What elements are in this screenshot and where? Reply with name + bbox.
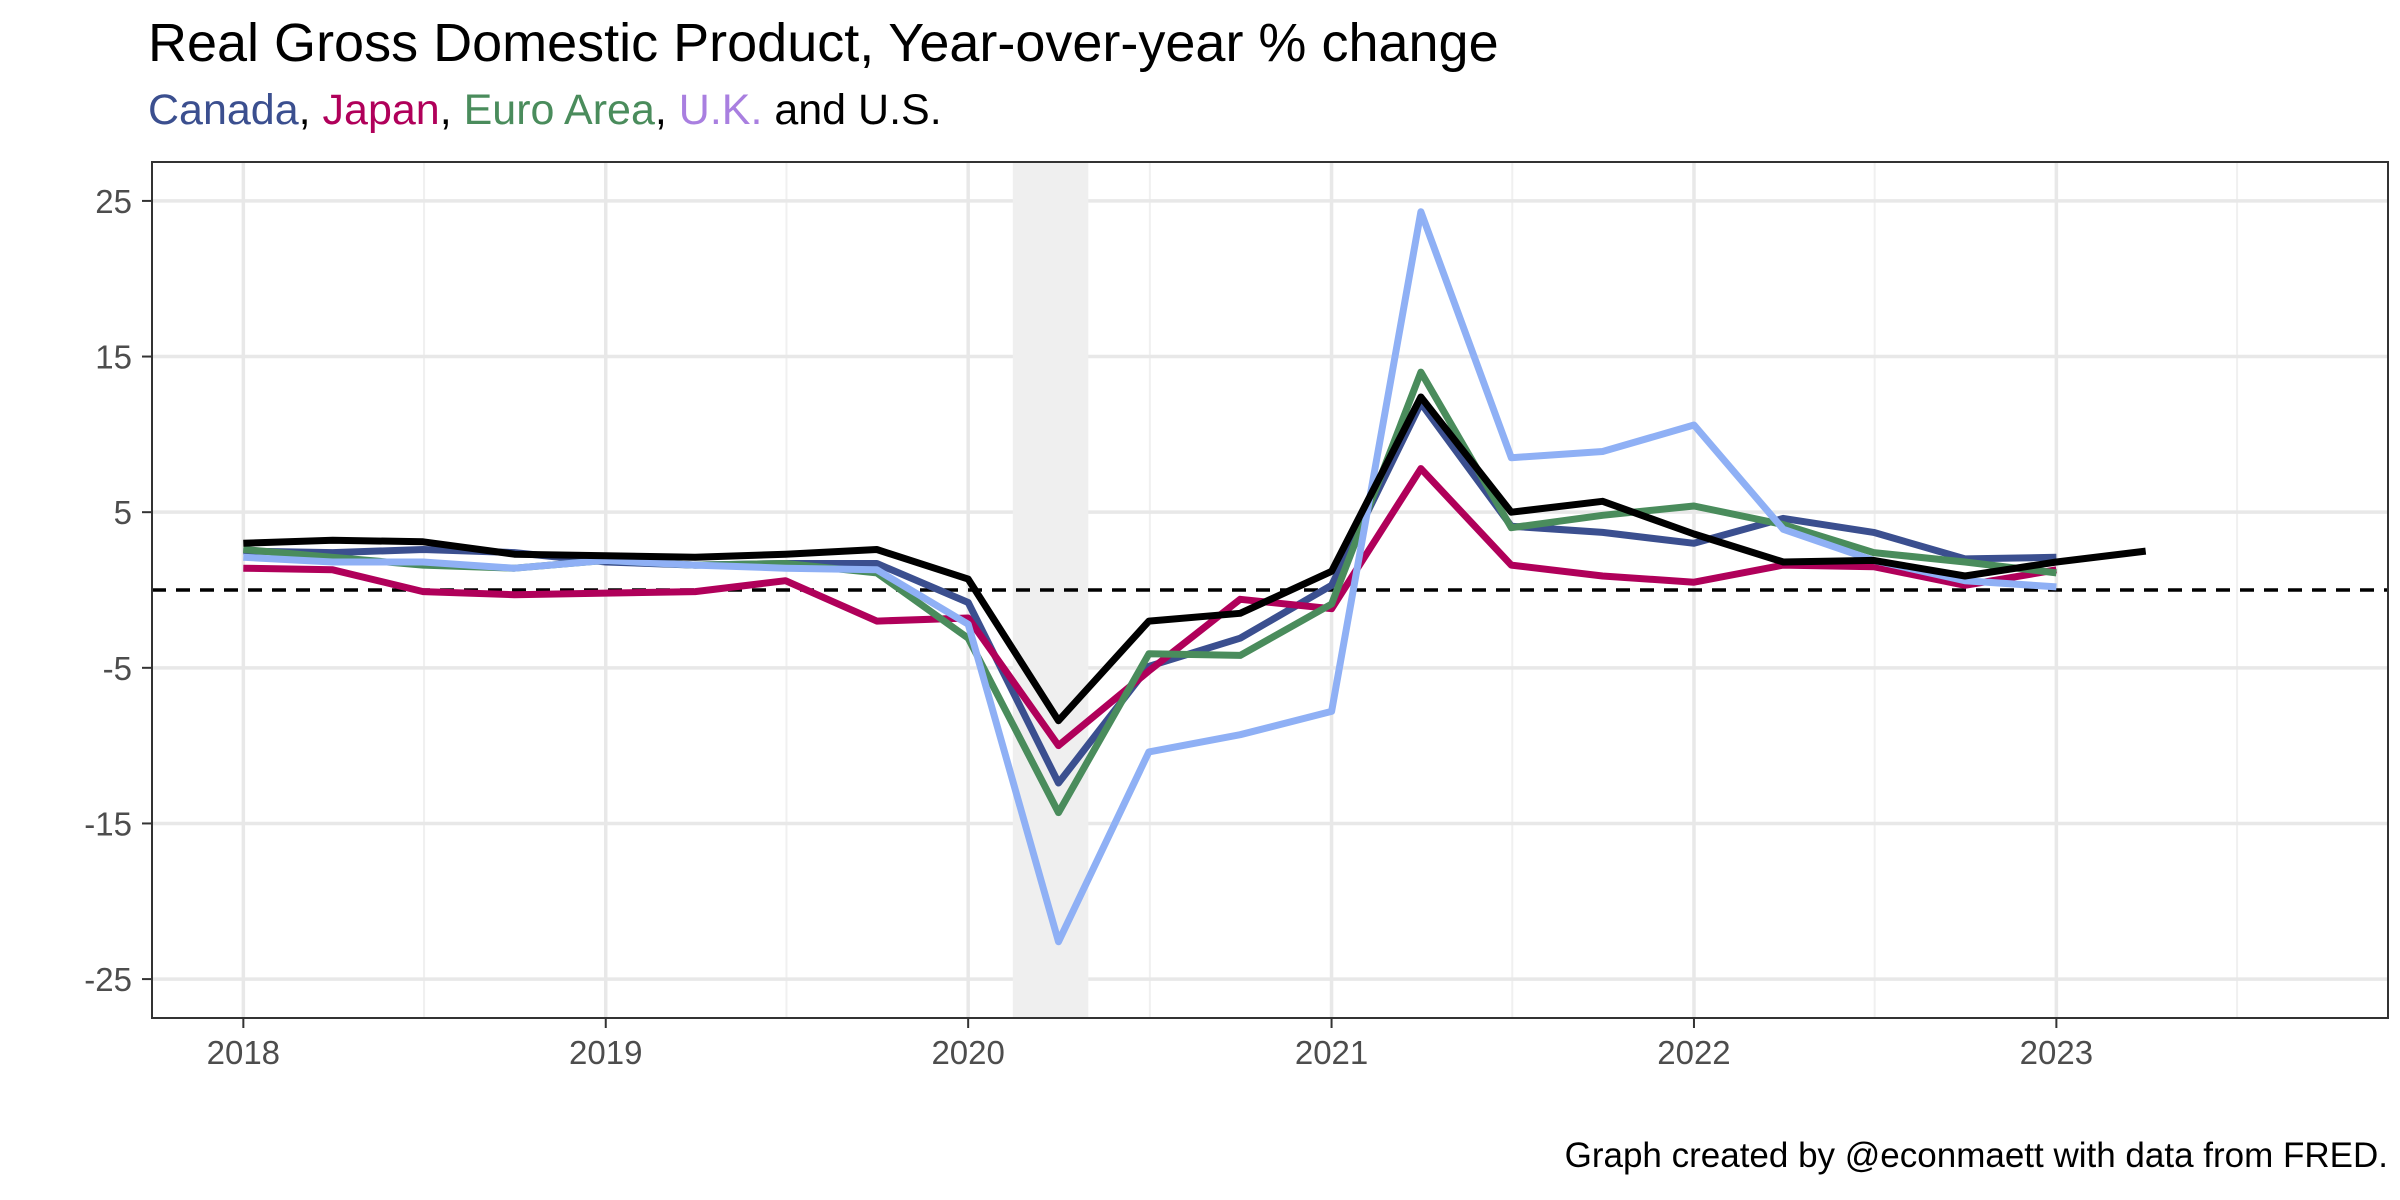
x-tick-label: 2021 bbox=[1295, 1034, 1368, 1071]
x-tick-label: 2020 bbox=[931, 1034, 1004, 1071]
series-line-japan bbox=[243, 465, 2057, 750]
x-tick-label: 2019 bbox=[569, 1034, 642, 1071]
x-tick-label: 2023 bbox=[2020, 1034, 2093, 1071]
subtitle-part: U.K. bbox=[678, 86, 763, 134]
x-tick-label: 2018 bbox=[207, 1034, 280, 1071]
subtitle-part: , bbox=[654, 86, 679, 134]
series-line-u-s bbox=[243, 393, 2147, 725]
x-tick-label: 2022 bbox=[1657, 1034, 1730, 1071]
chart-caption: Graph created by @econmaett with data fr… bbox=[1564, 1136, 2388, 1175]
subtitle-part: , bbox=[298, 86, 323, 134]
subtitle-part: and U.S. bbox=[762, 86, 942, 134]
y-tick-label: 15 bbox=[95, 339, 132, 376]
y-tick-label: 5 bbox=[114, 494, 132, 531]
plot-panel-border bbox=[151, 161, 2389, 1019]
y-tick-label: 25 bbox=[95, 183, 132, 220]
series-line-u-k bbox=[243, 208, 2057, 946]
chart-title: Real Gross Domestic Product, Year-over-y… bbox=[148, 13, 1499, 73]
chart-subtitle: Canada, Japan, Euro Area, U.K. and U.S. bbox=[148, 86, 942, 135]
subtitle-part: Japan bbox=[322, 86, 440, 134]
y-tick-label: -5 bbox=[103, 650, 132, 687]
subtitle-part: , bbox=[439, 86, 464, 134]
subtitle-part: Canada bbox=[148, 86, 299, 134]
subtitle-part: Euro Area bbox=[463, 86, 655, 134]
y-tick-label: -25 bbox=[84, 961, 132, 998]
y-tick-label: -15 bbox=[84, 805, 132, 842]
